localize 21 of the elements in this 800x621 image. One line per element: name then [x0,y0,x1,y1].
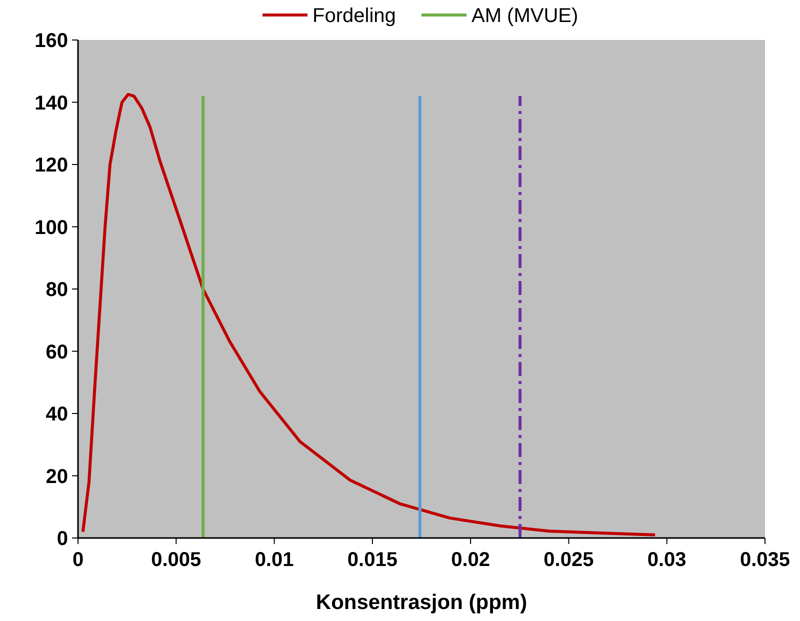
x-axis-title: Konsentrasjon (ppm) [316,591,528,614]
x-tick-label: 0.03 [647,549,686,571]
x-tick-label: 0.035 [740,549,790,571]
y-tick-label: 100 [34,216,68,239]
x-tick-label: 0.025 [544,549,594,571]
y-tick-label: 20 [46,466,68,488]
x-tick-label: 0.005 [151,549,202,571]
y-tick-label: 80 [46,279,68,301]
y-tick-label: 0 [56,528,68,550]
y-tick-label: 60 [46,341,68,364]
y-tick-label: 40 [46,404,68,426]
x-tick-label: 0 [72,549,84,571]
y-tick-label: 120 [34,154,68,176]
y-tick-label: 140 [34,92,68,114]
y-tick-label: 160 [34,30,68,52]
line-series [81,92,657,536]
legend-label: Fordeling [312,5,396,27]
x-tick-label: 0.01 [254,549,294,571]
legend-label: AM (MVUE) [472,5,578,27]
x-tick-label: 0.015 [347,549,398,571]
x-tick-label: 0.02 [451,549,490,571]
